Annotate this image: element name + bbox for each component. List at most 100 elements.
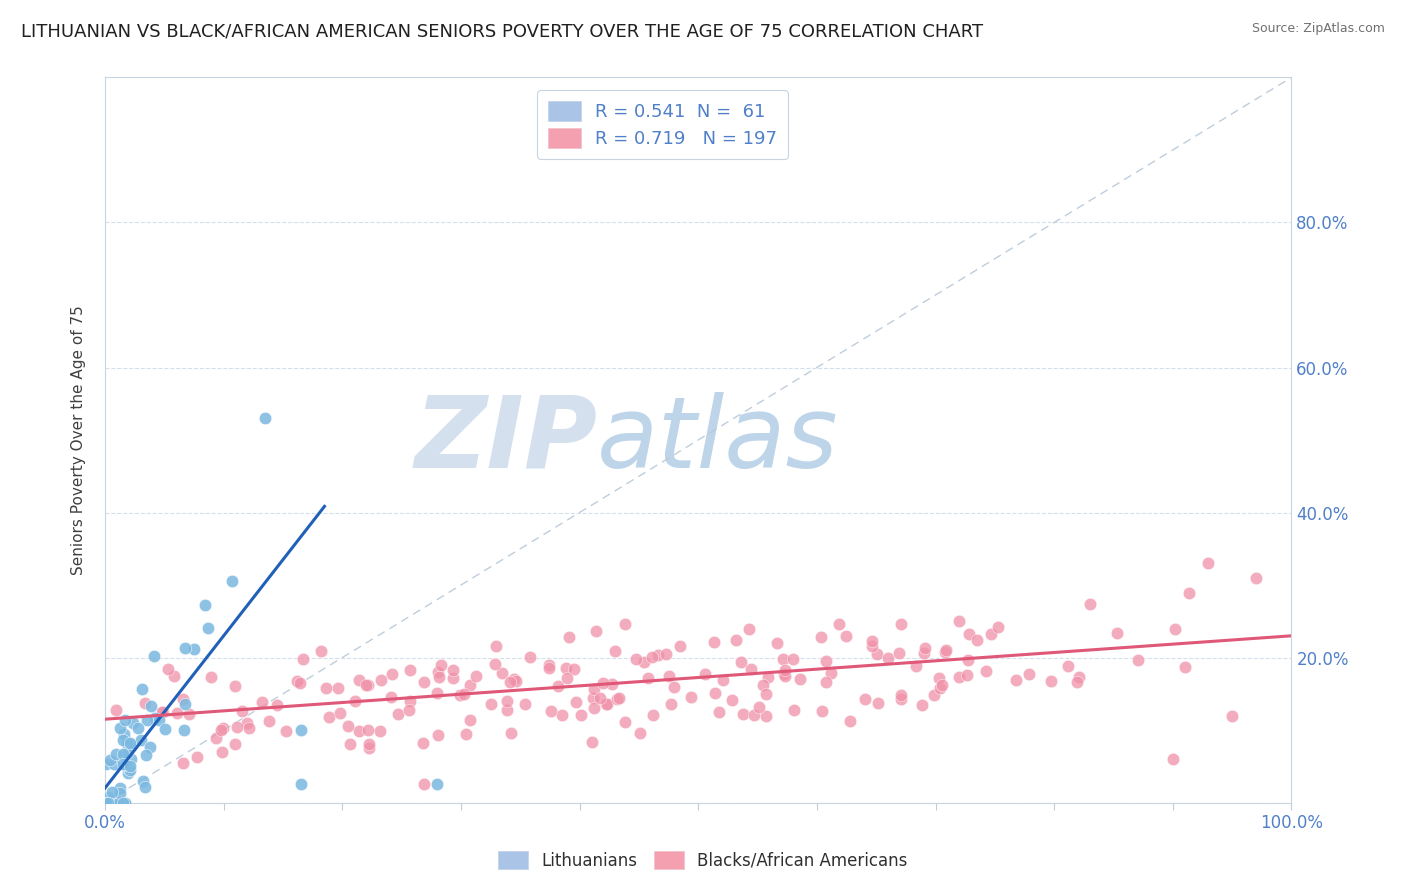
Point [177, 707, 200, 722]
Point [662, 680, 685, 694]
Point [399, 693, 422, 707]
Point [704, 685, 727, 699]
Point [103, 757, 125, 772]
Point [589, 690, 612, 705]
Point [569, 708, 592, 723]
Point [112, 727, 135, 741]
Legend: Lithuanians, Blacks/African Americans: Lithuanians, Blacks/African Americans [492, 845, 914, 877]
Point [143, 711, 166, 725]
Point [115, 746, 138, 760]
Point [254, 411, 277, 425]
Point [1244, 571, 1267, 585]
Point [97, 796, 120, 810]
Point [1066, 675, 1088, 690]
Point [112, 747, 135, 762]
Point [108, 722, 131, 736]
Point [370, 724, 392, 739]
Point [484, 657, 506, 671]
Point [820, 665, 842, 680]
Point [370, 673, 392, 688]
Point [238, 722, 260, 736]
Point [628, 726, 651, 740]
Point [96, 796, 118, 810]
Point [707, 705, 730, 719]
Point [1177, 586, 1199, 600]
Point [460, 678, 482, 692]
Point [398, 703, 420, 717]
Point [956, 668, 979, 682]
Point [592, 676, 614, 690]
Point [505, 673, 527, 688]
Point [96, 756, 118, 771]
Point [737, 622, 759, 636]
Point [613, 616, 636, 631]
Point [733, 707, 755, 722]
Point [114, 713, 136, 727]
Point [751, 678, 773, 692]
Point [703, 634, 725, 648]
Point [934, 645, 956, 659]
Point [413, 674, 436, 689]
Point [755, 708, 778, 723]
Point [359, 741, 381, 756]
Point [257, 714, 280, 728]
Point [112, 796, 135, 810]
Point [485, 639, 508, 653]
Point [315, 681, 337, 695]
Point [547, 679, 569, 693]
Point [224, 679, 246, 693]
Point [860, 634, 883, 648]
Point [111, 756, 134, 771]
Text: ZIP: ZIP [415, 392, 598, 489]
Point [499, 675, 522, 690]
Text: atlas: atlas [598, 392, 839, 489]
Point [922, 688, 945, 702]
Point [496, 694, 519, 708]
Point [659, 697, 682, 711]
Point [381, 667, 404, 681]
Point [929, 681, 952, 695]
Point [647, 648, 669, 663]
Point [669, 639, 692, 653]
Point [1005, 673, 1028, 687]
Legend: R = 0.541  N =  61, R = 0.719   N = 197: R = 0.541 N = 61, R = 0.719 N = 197 [537, 90, 787, 159]
Point [139, 740, 162, 755]
Point [681, 690, 703, 704]
Point [914, 640, 936, 655]
Point [1197, 556, 1219, 570]
Point [134, 696, 156, 710]
Point [987, 620, 1010, 634]
Point [349, 673, 371, 688]
Point [453, 687, 475, 701]
Point [537, 658, 560, 673]
Point [557, 630, 579, 644]
Point [117, 765, 139, 780]
Point [966, 632, 988, 647]
Point [329, 706, 352, 720]
Point [197, 621, 219, 635]
Point [562, 662, 585, 676]
Point [582, 681, 605, 696]
Point [877, 651, 900, 665]
Point [194, 598, 217, 612]
Point [101, 796, 124, 810]
Point [336, 719, 359, 733]
Point [503, 672, 526, 686]
Point [1018, 667, 1040, 681]
Point [948, 669, 970, 683]
Point [309, 644, 332, 658]
Point [860, 639, 883, 653]
Point [252, 695, 274, 709]
Point [357, 678, 380, 692]
Point [789, 672, 811, 686]
Point [122, 716, 145, 731]
Point [224, 737, 246, 751]
Point [1056, 659, 1078, 673]
Point [97, 790, 120, 805]
Point [1105, 626, 1128, 640]
Point [980, 627, 1002, 641]
Point [115, 758, 138, 772]
Point [288, 675, 311, 690]
Point [948, 614, 970, 628]
Point [110, 781, 132, 796]
